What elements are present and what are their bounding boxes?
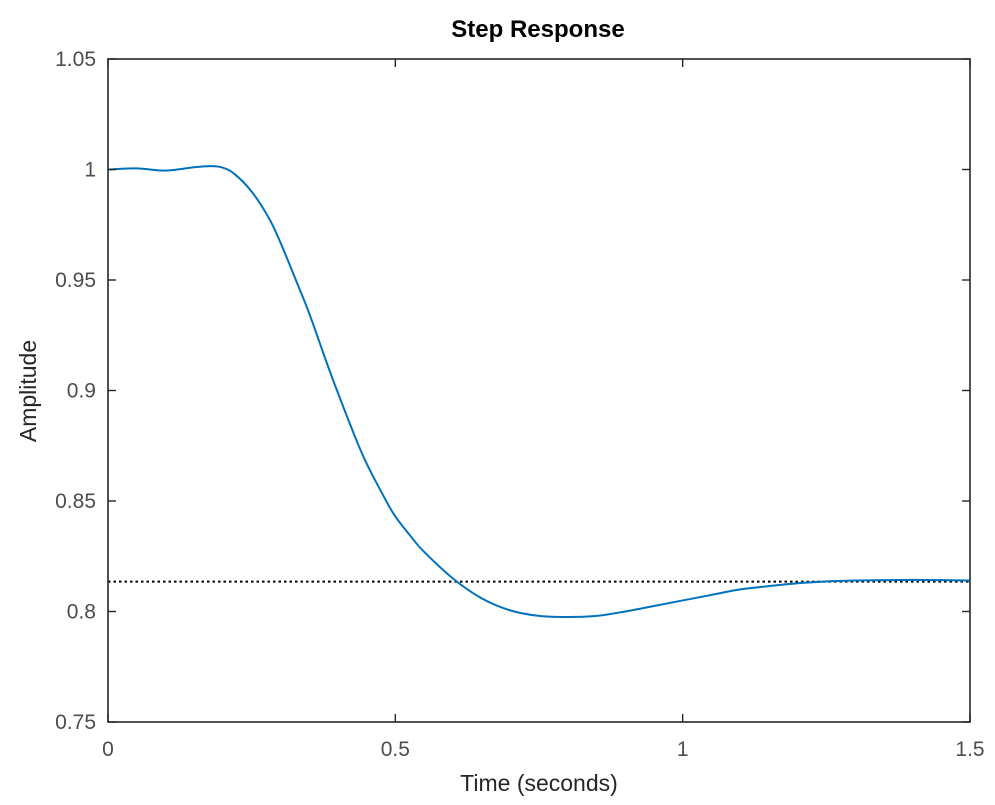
y-tick-label: 0.9 <box>67 380 96 403</box>
x-axis-label: Time (seconds) <box>460 770 618 796</box>
plot-frame <box>107 58 971 723</box>
y-tick-label: 0.8 <box>67 601 96 624</box>
y-tick-label: 0.85 <box>55 490 96 513</box>
y-axis-label: Amplitude <box>15 340 41 442</box>
chart-title: Step Response <box>451 16 624 43</box>
x-tick-label: 1.5 <box>955 738 984 761</box>
step-response-line <box>107 165 971 619</box>
y-tick-label: 0.75 <box>55 711 96 734</box>
y-tick-label: 1 <box>84 159 96 182</box>
x-tick-label: 1 <box>677 738 689 761</box>
axis-ticks: 0 0.5 1 1.5 0.75 0.8 0.85 0.9 0.95 1 1.05 <box>55 48 984 761</box>
x-tick-label: 0.5 <box>381 738 410 761</box>
y-tick-label: 1.05 <box>55 48 96 71</box>
x-tick-label: 0 <box>102 738 114 761</box>
y-tick-label: 0.95 <box>55 269 96 292</box>
plot-area <box>107 165 971 619</box>
